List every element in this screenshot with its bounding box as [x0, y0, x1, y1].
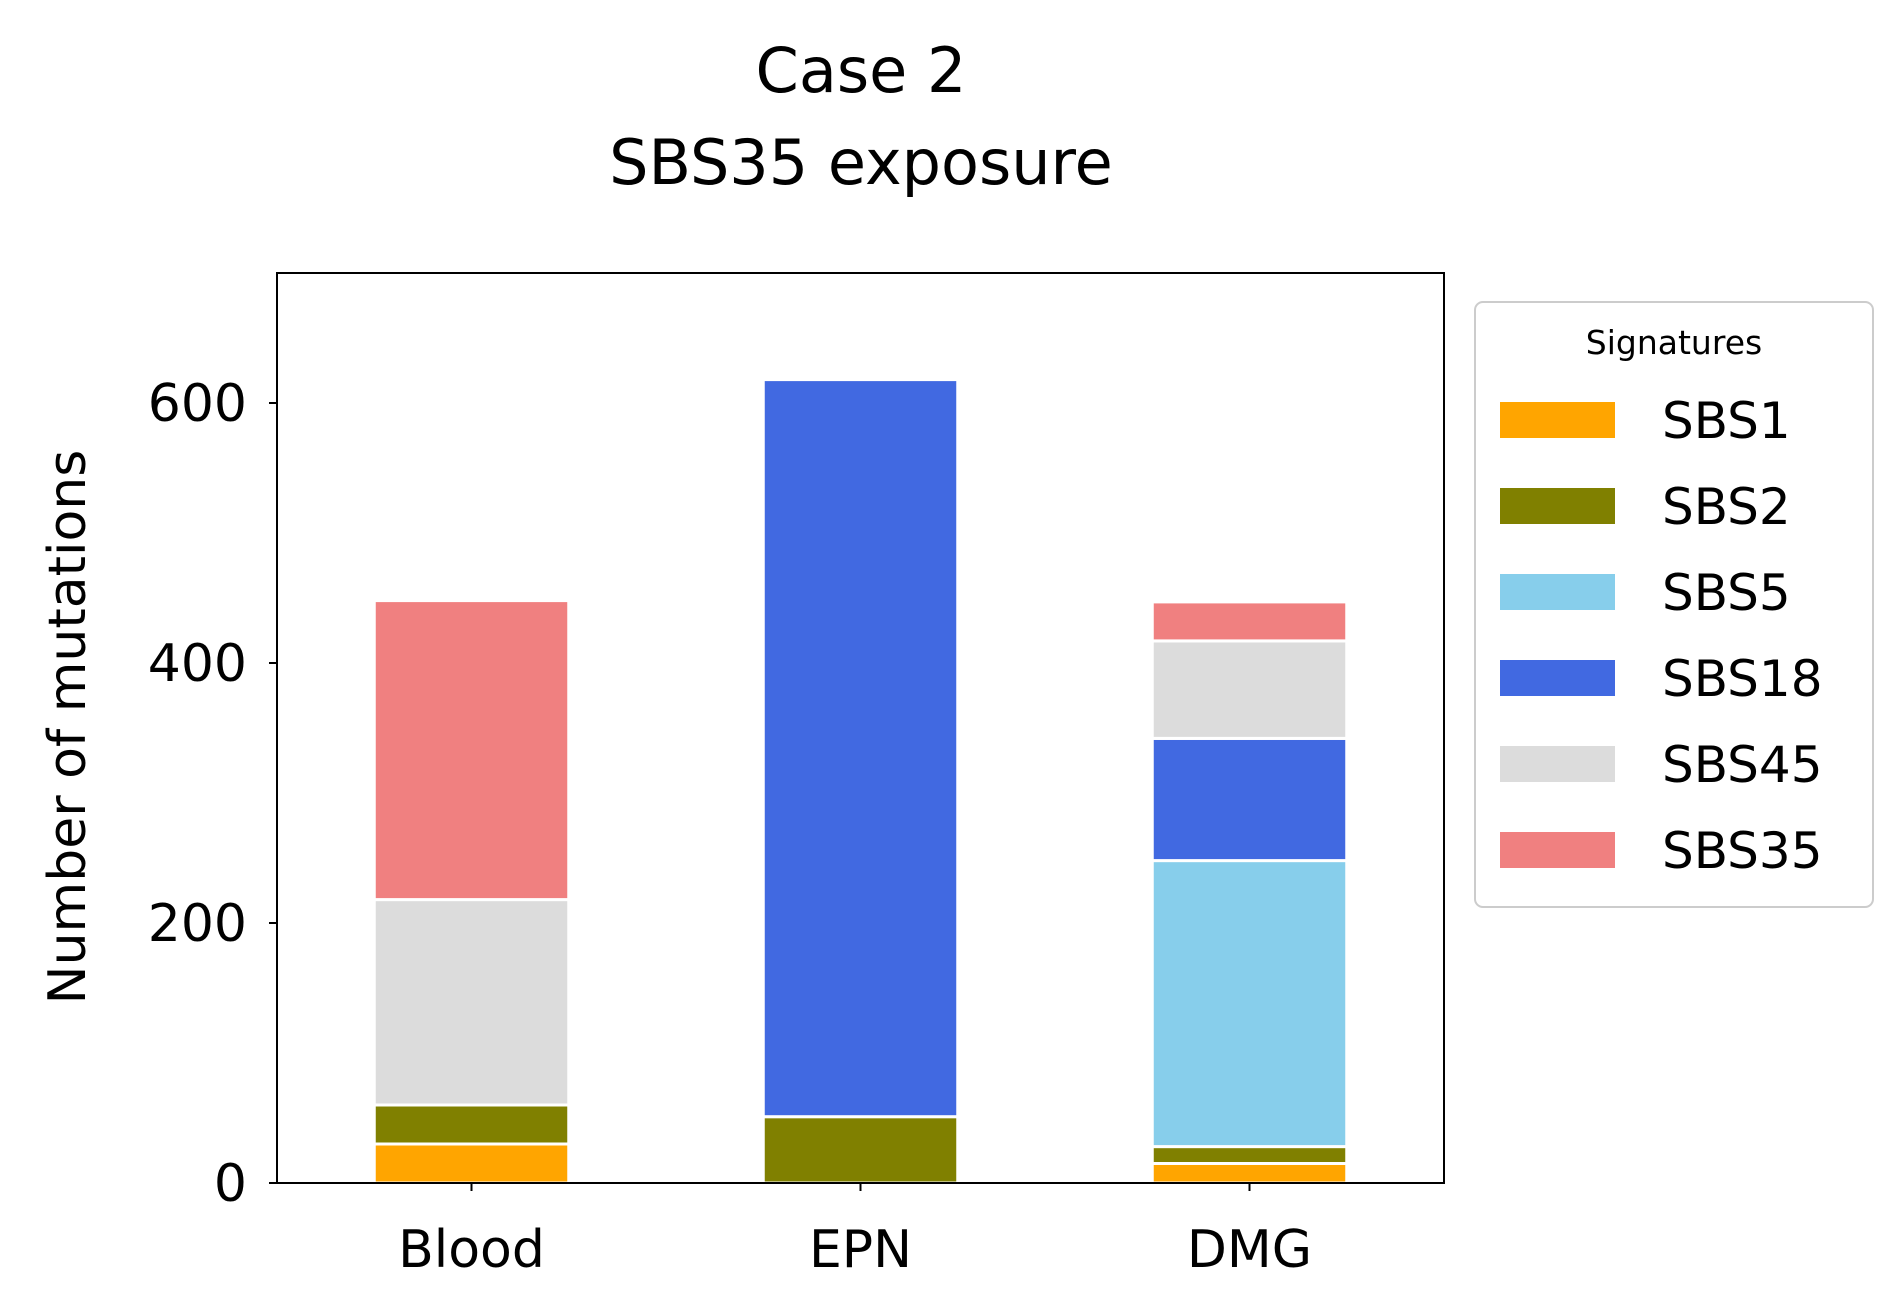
bar-blood-sbs2	[372, 1103, 571, 1146]
x-tick-label: Blood	[398, 1220, 545, 1280]
legend-swatch-sbs18	[1500, 660, 1615, 696]
legend-label-sbs2: SBS2	[1662, 478, 1791, 536]
y-tick-label: 200	[148, 894, 247, 954]
bar-dmg-sbs2	[1150, 1145, 1349, 1165]
x-ticks-layer: Blood EPN DMG	[398, 1183, 1312, 1280]
legend-swatch-sbs35	[1500, 832, 1615, 868]
legend-swatch-sbs1	[1500, 402, 1615, 438]
bar-blood-sbs35	[372, 599, 571, 902]
bar-epn-sbs2	[761, 1115, 960, 1185]
legend-items: SBS1 SBS2 SBS5 SBS18 SBS45 SBS35	[1500, 392, 1823, 880]
legend-label-sbs5: SBS5	[1662, 564, 1791, 622]
legend-label-sbs45: SBS45	[1662, 736, 1823, 794]
bar-dmg-sbs45	[1150, 639, 1349, 740]
bar-blood-sbs1	[372, 1142, 571, 1185]
bar-epn-sbs18	[761, 378, 960, 1119]
bar-dmg-sbs5	[1150, 859, 1349, 1149]
bar-dmg-sbs35	[1150, 600, 1349, 643]
legend-label-sbs35: SBS35	[1662, 822, 1823, 880]
y-tick-label: 600	[148, 374, 247, 434]
y-tick-label: 0	[214, 1154, 247, 1214]
bar-blood-sbs45	[372, 898, 571, 1107]
chart-title-line-2: SBS35 exposure	[609, 126, 1113, 199]
bar-dmg-sbs1	[1150, 1162, 1349, 1185]
x-tick-label: EPN	[809, 1220, 912, 1280]
chart-title-line-1: Case 2	[756, 34, 967, 107]
legend-label-sbs18: SBS18	[1662, 650, 1823, 708]
x-tick-label: DMG	[1187, 1220, 1312, 1280]
legend-swatch-sbs5	[1500, 574, 1615, 610]
legend-swatch-sbs45	[1500, 746, 1615, 782]
y-ticks-layer: 0 200 400 600	[148, 374, 277, 1214]
y-tick-label: 400	[148, 634, 247, 694]
plot-frame	[276, 272, 1445, 1184]
legend-label-sbs1: SBS1	[1662, 392, 1791, 450]
legend: Signatures SBS1 SBS2 SBS5 SBS18 SBS45 SBS35	[1474, 301, 1874, 908]
bar-dmg-sbs18	[1150, 736, 1349, 863]
y-axis-label: Number of mutations	[38, 450, 98, 1005]
legend-swatch-sbs2	[1500, 488, 1615, 524]
legend-title: Signatures	[1586, 323, 1762, 362]
bars-layer	[372, 378, 1349, 1185]
